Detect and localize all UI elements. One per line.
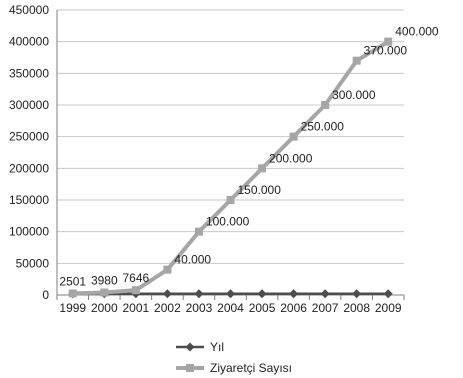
x-tick-label: 2002 — [154, 301, 181, 315]
axes — [56, 10, 405, 300]
data-label: 3980 — [91, 273, 118, 287]
y-tick-label: 450000 — [9, 3, 49, 17]
x-tick-label: 2009 — [375, 301, 402, 315]
data-point-marker — [194, 289, 204, 299]
legend-label: Yıl — [210, 340, 224, 354]
x-tick-label: 2008 — [343, 301, 370, 315]
data-label: 300.000 — [332, 88, 376, 102]
gridlines — [57, 9, 404, 264]
y-tick-label: 300000 — [9, 98, 49, 112]
y-tick-label: 250000 — [9, 130, 49, 144]
y-tick-label: 100000 — [9, 225, 49, 239]
y-tick-label: 0 — [42, 288, 49, 302]
legend-marker — [186, 364, 194, 372]
data-label: 250.000 — [301, 120, 345, 134]
data-point-marker — [289, 132, 298, 141]
data-point-marker — [163, 265, 172, 274]
y-tick-labels: 0 50000 100000 150000 200000 250000 300000 3500… — [9, 3, 49, 302]
data-point-marker — [352, 56, 361, 65]
data-label: 2501 — [59, 274, 86, 288]
data-point-marker — [258, 164, 267, 173]
y-tick-label: 350000 — [9, 66, 49, 80]
x-tick-label: 1999 — [59, 301, 86, 315]
data-labels: 2501 3980 7646 40.000 100.000 150.000 200.000 2… — [59, 25, 439, 289]
x-tick-label: 2003 — [186, 301, 213, 315]
y-tick-label: 50000 — [16, 256, 50, 270]
data-label: 400.000 — [395, 25, 439, 39]
y-tick-label: 150000 — [9, 193, 49, 207]
legend-marker — [185, 342, 195, 352]
x-tick-label: 2004 — [217, 301, 244, 315]
data-point-marker — [257, 289, 267, 299]
y-tick-label: 200000 — [9, 161, 49, 175]
data-point-marker — [162, 289, 172, 299]
data-point-marker — [226, 196, 235, 204]
legend: Yıl Ziyaretçi Sayısı — [176, 340, 292, 375]
x-tick-label: 2007 — [312, 301, 339, 315]
data-label: 100.000 — [206, 215, 250, 229]
data-point-marker — [131, 286, 140, 295]
series-line — [72, 39, 390, 296]
data-point-marker — [352, 289, 362, 299]
data-point-marker — [384, 37, 393, 46]
x-tick-label: 2005 — [249, 301, 276, 315]
series-layer — [68, 37, 393, 299]
data-point-marker — [68, 289, 77, 298]
data-label: 40.000 — [174, 253, 211, 267]
data-point-marker — [289, 289, 299, 299]
data-label: 150.000 — [238, 183, 282, 197]
legend-label: Ziyaretçi Sayısı — [210, 361, 292, 375]
x-tick-labels: 1999 2000 2001 2002 2003 2004 2005 2006 2007 2008… — [59, 301, 401, 315]
data-point-marker — [320, 289, 330, 299]
data-point-marker — [321, 101, 330, 109]
x-tick-label: 2000 — [91, 301, 118, 315]
data-point-marker — [100, 288, 109, 297]
y-tick-label: 400000 — [9, 35, 49, 49]
data-label: 370.000 — [364, 44, 408, 58]
data-label: 7646 — [123, 271, 150, 285]
data-point-marker — [383, 289, 393, 299]
x-tick-label: 2006 — [280, 301, 307, 315]
data-label: 200.000 — [269, 151, 313, 165]
data-point-marker — [194, 227, 203, 236]
x-tick-label: 2001 — [123, 301, 150, 315]
data-point-marker — [226, 289, 235, 299]
